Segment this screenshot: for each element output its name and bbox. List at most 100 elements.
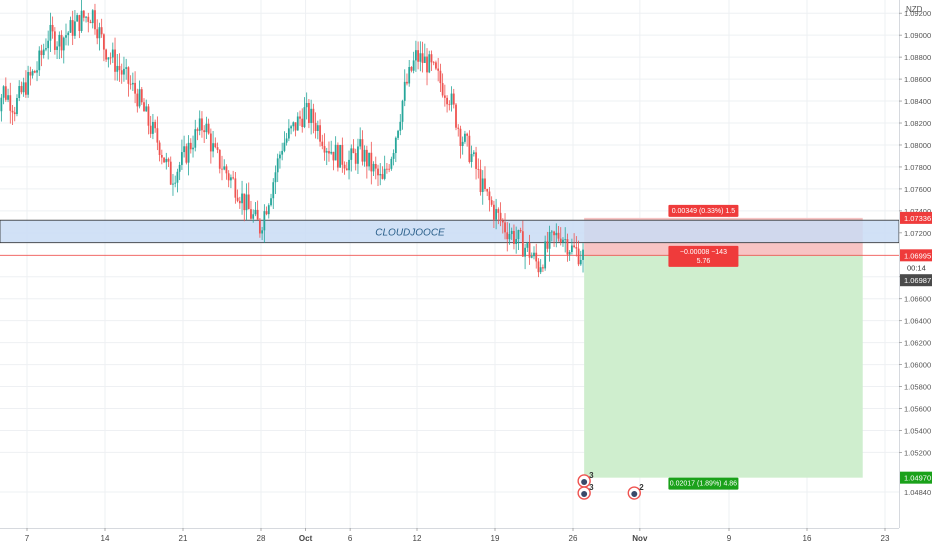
candle-body	[406, 82, 408, 84]
candle-body	[87, 17, 89, 22]
candle-body	[208, 124, 210, 134]
candle-body	[286, 138, 288, 142]
x-tick-label: 16	[803, 534, 812, 543]
candle-body	[61, 35, 63, 50]
candle-body	[446, 98, 448, 104]
candle-body	[232, 177, 234, 178]
candle-body	[0, 98, 2, 112]
candle-body	[246, 195, 248, 211]
candle-body	[549, 232, 551, 249]
candle-body	[315, 123, 317, 131]
candle-body	[47, 41, 49, 48]
candle-body	[148, 106, 150, 125]
candle-body	[221, 169, 223, 170]
candle-body	[399, 122, 401, 131]
candle-body	[362, 139, 364, 161]
candle-body	[359, 139, 361, 146]
candle-body	[509, 234, 511, 239]
candle-body	[212, 143, 214, 151]
candle-body	[411, 67, 413, 71]
candle-body	[502, 221, 504, 223]
candle-body	[404, 82, 406, 101]
candle-body	[567, 239, 569, 255]
candle-body	[18, 86, 20, 98]
candle-body	[564, 239, 566, 240]
candle-body	[219, 150, 221, 169]
candle-body	[36, 70, 38, 72]
x-tick-label: Oct	[299, 534, 313, 543]
event-marker-icon	[581, 491, 587, 497]
candle-body	[76, 15, 78, 21]
candle-body	[65, 35, 67, 38]
candle-body	[575, 247, 577, 249]
candle-body	[348, 160, 350, 170]
y-tick-label: 1.06600	[904, 295, 931, 304]
event-count: 3	[589, 471, 594, 480]
candle-body	[237, 198, 239, 201]
candle-body	[201, 118, 203, 130]
candle-body	[243, 194, 245, 211]
candle-body	[551, 232, 553, 233]
candle-body	[328, 151, 330, 153]
reward-zone[interactable]	[584, 255, 863, 477]
candle-body	[123, 69, 125, 75]
candle-body	[339, 145, 341, 168]
x-tick-label: 9	[727, 534, 732, 543]
candle-body	[442, 83, 444, 95]
candle-body	[72, 20, 74, 36]
candle-body	[121, 70, 123, 74]
candle-body	[136, 94, 138, 107]
candle-body	[504, 222, 506, 232]
candle-body	[7, 95, 9, 100]
candle-body	[424, 57, 426, 63]
candle-body	[112, 50, 114, 58]
candle-body	[41, 51, 43, 56]
price-label: 1.06995	[904, 251, 931, 260]
candle-body	[546, 241, 548, 248]
y-tick-label: 1.08600	[904, 75, 931, 84]
candle-body	[181, 152, 183, 165]
candle-body	[493, 205, 495, 220]
candle-body	[14, 112, 16, 114]
candle-body	[319, 125, 321, 141]
candle-body	[350, 148, 352, 160]
candle-body	[63, 38, 65, 51]
y-tick-label: 1.07800	[904, 163, 931, 172]
candle-body	[560, 239, 562, 243]
candle-body	[114, 50, 116, 72]
candle-body	[52, 25, 54, 31]
candle-body	[230, 177, 232, 180]
candle-body	[448, 104, 450, 105]
candle-body	[553, 232, 555, 236]
candle-body	[116, 66, 118, 72]
highlight-zone[interactable]	[0, 220, 899, 243]
candle-body	[25, 82, 27, 94]
candle-body	[408, 67, 410, 83]
candle-body	[38, 51, 40, 71]
y-tick-label: 1.05400	[904, 426, 931, 435]
candle-body	[96, 29, 98, 38]
candle-body	[103, 34, 105, 49]
candle-body	[457, 128, 459, 129]
candle-body	[370, 153, 372, 172]
time-axis[interactable]	[0, 528, 899, 550]
candle-body	[110, 57, 112, 58]
candle-body	[524, 248, 526, 257]
candle-body	[544, 241, 546, 268]
candle-body	[185, 146, 187, 162]
risk-label: 0.00349 (0.33%) 1.5	[672, 208, 736, 215]
candle-body	[468, 136, 470, 162]
candle-body	[346, 168, 348, 170]
candle-body	[341, 145, 343, 165]
candle-body	[234, 178, 236, 197]
y-tick-label: 1.06200	[904, 339, 931, 348]
candle-body	[444, 95, 446, 97]
candle-body	[226, 166, 228, 173]
y-tick-label: 1.07200	[904, 229, 931, 238]
candle-body	[580, 260, 582, 264]
candle-body	[355, 153, 357, 164]
candle-body	[295, 122, 297, 130]
candle-body	[27, 72, 29, 95]
